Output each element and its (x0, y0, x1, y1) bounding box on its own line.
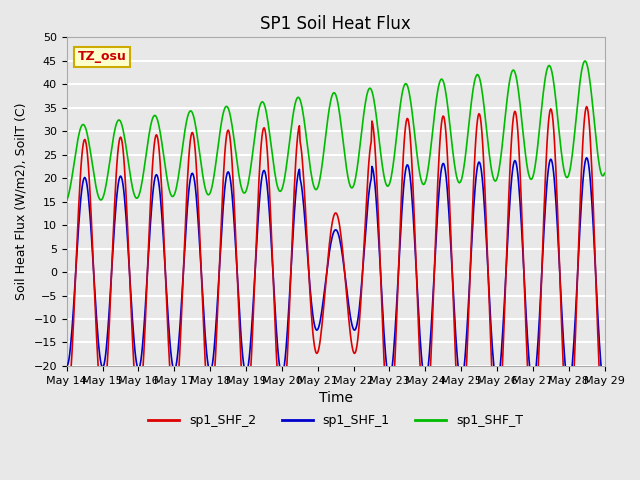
Title: SP1 Soil Heat Flux: SP1 Soil Heat Flux (260, 15, 411, 33)
Text: TZ_osu: TZ_osu (77, 50, 126, 63)
Legend: sp1_SHF_2, sp1_SHF_1, sp1_SHF_T: sp1_SHF_2, sp1_SHF_1, sp1_SHF_T (143, 409, 528, 432)
X-axis label: Time: Time (319, 391, 353, 405)
Y-axis label: Soil Heat Flux (W/m2), SoilT (C): Soil Heat Flux (W/m2), SoilT (C) (15, 103, 28, 300)
